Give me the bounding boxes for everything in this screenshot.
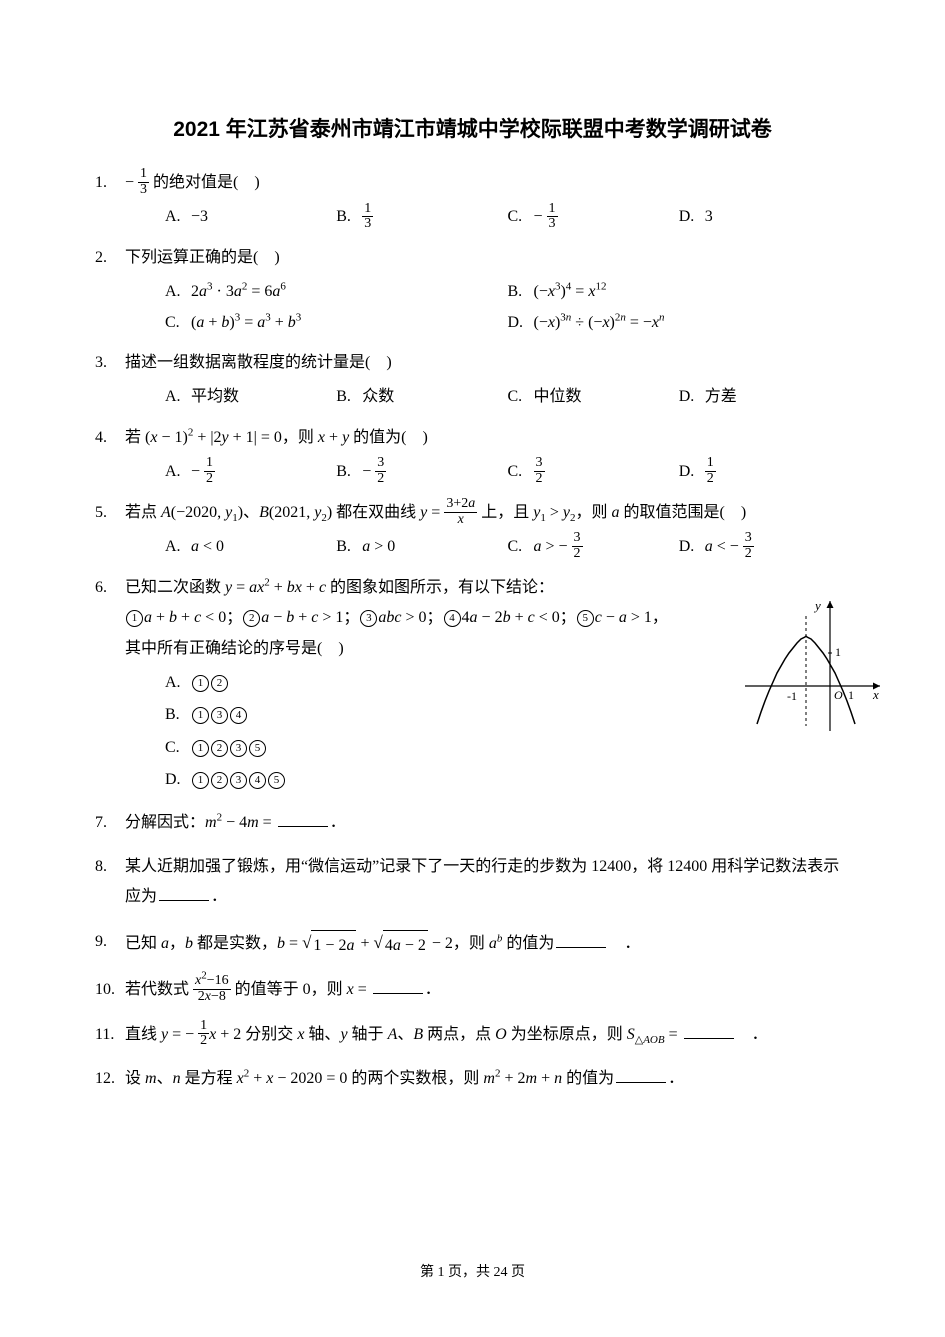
option: D. 3	[679, 202, 850, 233]
question-item: 5.若点 A(−2020, y1)、B(2021, y2) 都在双曲线 y = …	[95, 498, 850, 563]
question-stem: 若点 A(−2020, y1)、B(2021, y2) 都在双曲线 y = 3+…	[125, 498, 850, 529]
option: D. (−x)3n ÷ (−x)2n = −xn	[508, 308, 851, 338]
question-stem: 某人近期加强了锻炼，用“微信运动”记录下了一天的行走的步数为 12400，将 1…	[125, 852, 850, 913]
question-body: 下列运算正确的是( ) A. 2a3 · 3a2 = 6a6B. (−x3)4 =…	[125, 243, 850, 338]
question-body: 直线 y = − 12x + 2 分别交 x 轴、y 轴于 A、B 两点，点 O…	[125, 1020, 850, 1055]
page-title: 2021 年江苏省泰州市靖江市靖城中学校际联盟中考数学调研试卷	[95, 110, 850, 150]
option: D. a < − 32	[679, 532, 850, 563]
option: B. a > 0	[336, 532, 507, 563]
svg-text:O: O	[834, 688, 843, 702]
question-stem: 下列运算正确的是( )	[125, 243, 850, 273]
option: B. 13	[336, 202, 507, 233]
question-stem: 若 (x − 1)2 + |2y + 1| = 0，则 x + y 的值为( )	[125, 423, 850, 453]
option-group: A. a < 0B. a > 0C. a > − 32D. a < − 32	[165, 532, 850, 563]
option: B. 众数	[336, 382, 507, 412]
question-item: 1.− 13 的绝对值是( )A. −3B. 13C. − 13D. 3	[95, 168, 850, 233]
option: A. − 12	[165, 457, 336, 488]
option: A. 平均数	[165, 382, 336, 412]
question-number: 11.	[95, 1020, 125, 1055]
option: A. a < 0	[165, 532, 336, 563]
option: C. 1235	[165, 733, 850, 763]
question-item: 9.已知 a，b 都是实数，b = 1 − 2a + 4a − 2 − 2，则 …	[95, 927, 850, 965]
svg-text:1: 1	[848, 688, 854, 702]
exam-page: 2021 年江苏省泰州市靖江市靖城中学校际联盟中考数学调研试卷 1.− 13 的…	[0, 0, 945, 1337]
svg-text:y: y	[813, 598, 821, 613]
question-body: 若 (x − 1)2 + |2y + 1| = 0，则 x + y 的值为( )…	[125, 423, 850, 488]
question-item: 12.设 m、n 是方程 x2 + x − 2020 = 0 的两个实数根，则 …	[95, 1064, 850, 1098]
option: D. 方差	[679, 382, 850, 412]
question-body: 已知 a，b 都是实数，b = 1 − 2a + 4a − 2 − 2，则 ab…	[125, 927, 850, 965]
question-number: 9.	[95, 927, 125, 965]
option: D. 12345	[165, 765, 850, 795]
question-body: 描述一组数据离散程度的统计量是( ) A. 平均数B. 众数C. 中位数D. 方差	[125, 348, 850, 413]
question-item: 8.某人近期加强了锻炼，用“微信运动”记录下了一天的行走的步数为 12400，将…	[95, 852, 850, 917]
option: C. 中位数	[508, 382, 679, 412]
question-stem: 设 m、n 是方程 x2 + x − 2020 = 0 的两个实数根，则 m2 …	[125, 1064, 850, 1094]
option: B. (−x3)4 = x12	[508, 277, 851, 307]
option: D. 12	[679, 457, 850, 488]
svg-text:-1: -1	[787, 689, 797, 703]
question-item: 2.下列运算正确的是( ) A. 2a3 · 3a2 = 6a6B. (−x3)4…	[95, 243, 850, 338]
option: C. (a + b)3 = a3 + b3	[165, 308, 508, 338]
question-number: 8.	[95, 852, 125, 917]
question-body: 分解因式：m2 − 4m = ．	[125, 808, 850, 842]
question-body: 若点 A(−2020, y1)、B(2021, y2) 都在双曲线 y = 3+…	[125, 498, 850, 563]
option: C. 32	[508, 457, 679, 488]
option: A. −3	[165, 202, 336, 233]
question-item: 4.若 (x − 1)2 + |2y + 1| = 0，则 x + y 的值为(…	[95, 423, 850, 488]
option: B. − 32	[336, 457, 507, 488]
question-item: 11.直线 y = − 12x + 2 分别交 x 轴、y 轴于 A、B 两点，…	[95, 1020, 850, 1055]
question-number: 4.	[95, 423, 125, 488]
svg-text:1: 1	[835, 645, 841, 659]
question-stem: 若代数式 x2−162x−8 的值等于 0，则 x = ．	[125, 975, 850, 1006]
option-group: A. 平均数B. 众数C. 中位数D. 方差	[165, 382, 850, 412]
question-stem: 已知 a，b 都是实数，b = 1 − 2a + 4a − 2 − 2，则 ab…	[125, 927, 850, 961]
question-number: 3.	[95, 348, 125, 413]
option: C. − 13	[508, 202, 679, 233]
question-body: 若代数式 x2−162x−8 的值等于 0，则 x = ．	[125, 975, 850, 1010]
question-number: 12.	[95, 1064, 125, 1098]
question-number: 2.	[95, 243, 125, 338]
question-item: 3.描述一组数据离散程度的统计量是( ) A. 平均数B. 众数C. 中位数D. …	[95, 348, 850, 413]
question-number: 5.	[95, 498, 125, 563]
q6-graph: x y O -1 1 1	[735, 596, 885, 736]
question-number: 7.	[95, 808, 125, 842]
question-body: 某人近期加强了锻炼，用“微信运动”记录下了一天的行走的步数为 12400，将 1…	[125, 852, 850, 917]
question-stem: − 13 的绝对值是( )	[125, 168, 850, 199]
question-item: 10.若代数式 x2−162x−8 的值等于 0，则 x = ．	[95, 975, 850, 1010]
question-stem: 分解因式：m2 − 4m = ．	[125, 808, 850, 838]
option-group: A. 2a3 · 3a2 = 6a6B. (−x3)4 = x12C. (a +…	[165, 277, 850, 338]
question-number: 1.	[95, 168, 125, 233]
question-number: 10.	[95, 975, 125, 1010]
question-body: − 13 的绝对值是( )A. −3B. 13C. − 13D. 3	[125, 168, 850, 233]
question-stem: 描述一组数据离散程度的统计量是( )	[125, 348, 850, 378]
option-group: A. −3B. 13C. − 13D. 3	[165, 202, 850, 233]
question-number: 6.	[95, 573, 125, 798]
question-body: 设 m、n 是方程 x2 + x − 2020 = 0 的两个实数根，则 m2 …	[125, 1064, 850, 1098]
page-footer: 第 1 页，共 24 页	[0, 1260, 945, 1287]
option-group: A. − 12B. − 32C. 32D. 12	[165, 457, 850, 488]
question-item: 7.分解因式：m2 − 4m = ．	[95, 808, 850, 842]
svg-text:x: x	[872, 687, 879, 702]
question-stem: 直线 y = − 12x + 2 分别交 x 轴、y 轴于 A、B 两点，点 O…	[125, 1020, 850, 1051]
option: C. a > − 32	[508, 532, 679, 563]
option: A. 2a3 · 3a2 = 6a6	[165, 277, 508, 307]
